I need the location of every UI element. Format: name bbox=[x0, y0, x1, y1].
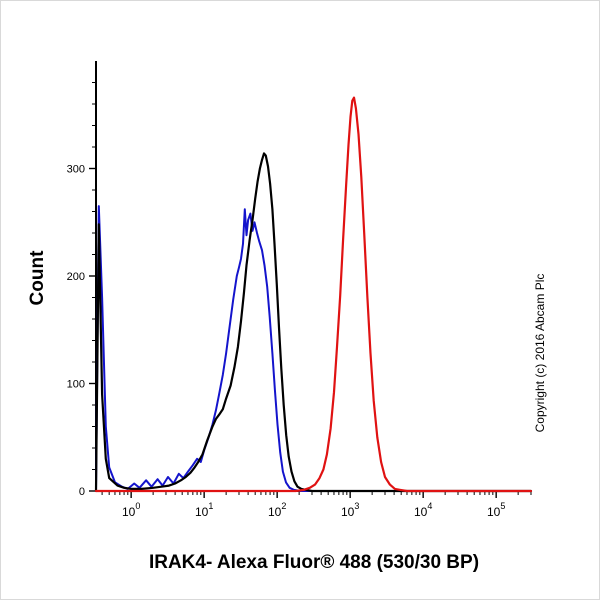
curve-blue-control bbox=[95, 205, 532, 492]
x-tick-label: 102 bbox=[268, 501, 286, 519]
x-axis-title: IRAK4- Alexa Fluor® 488 (530/30 BP) bbox=[149, 552, 479, 573]
axes bbox=[95, 61, 531, 492]
axis-tick-labels: 0 100 200 300 100 101 102 103 104 105 bbox=[67, 164, 506, 520]
copyright-text: Copyright (c) 2016 Abcam Plc bbox=[533, 274, 547, 433]
curve-red-sample bbox=[94, 96, 533, 493]
x-tick-label: 100 bbox=[122, 501, 140, 519]
y-tick-label: 100 bbox=[67, 379, 85, 391]
x-tick-label: 103 bbox=[341, 501, 359, 519]
x-tick-label: 105 bbox=[487, 501, 505, 519]
y-axis-title: Count bbox=[27, 250, 48, 306]
curve-black-sample bbox=[94, 152, 533, 493]
y-tick-label: 200 bbox=[67, 271, 85, 283]
axis-frame bbox=[95, 61, 531, 492]
histogram-curves bbox=[94, 96, 533, 493]
x-tick-label: 101 bbox=[195, 501, 213, 519]
y-tick-label: 300 bbox=[67, 164, 85, 176]
y-tick-label: 0 bbox=[79, 486, 85, 498]
axis-ticks bbox=[89, 82, 532, 498]
x-tick-label: 104 bbox=[414, 501, 432, 519]
